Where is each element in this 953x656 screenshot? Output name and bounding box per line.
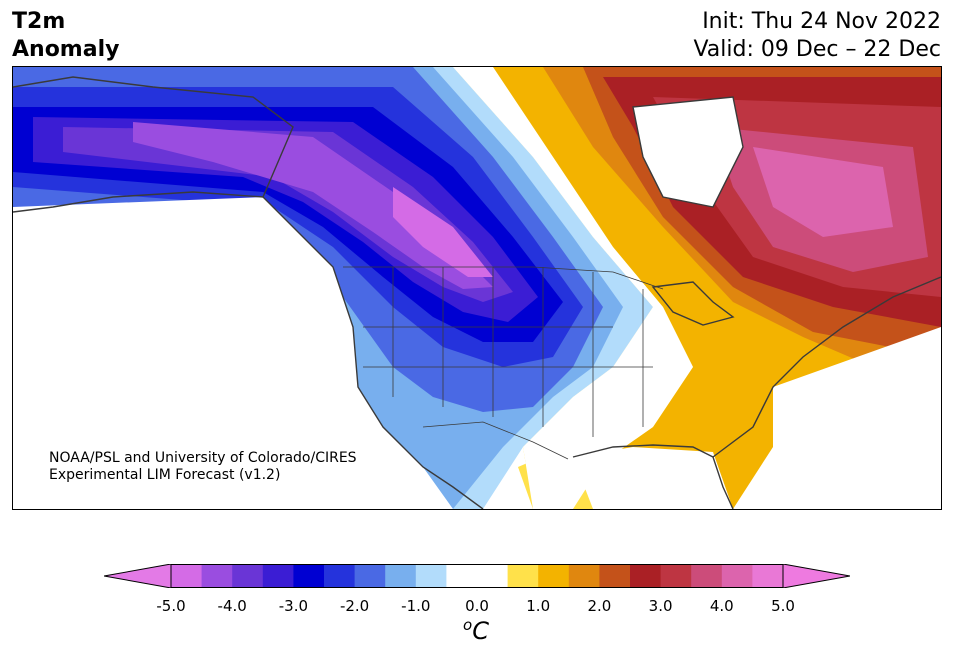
colorbar-segment (721, 564, 753, 588)
colorbar-segment (293, 564, 325, 588)
colorbar-segment (262, 564, 294, 588)
colorbar-segment (385, 564, 417, 588)
borders (343, 266, 664, 460)
colorbar-segment (660, 564, 692, 588)
map-canvas (13, 67, 941, 509)
colorbar-underflow (104, 564, 172, 588)
anomaly-shading (13, 67, 941, 509)
state-lines (363, 267, 653, 437)
cold-band-6 (33, 117, 538, 322)
anomaly-map (12, 66, 942, 510)
map-title-line1: T2m (12, 9, 66, 34)
colorbar-segment (201, 564, 233, 588)
east-coast-outline (712, 276, 941, 458)
gulf-coast-outline (572, 444, 734, 509)
colorbar-tick-label: 1.0 (526, 597, 551, 615)
colorbar-segment (171, 564, 203, 588)
colorbar-tick-label: 5.0 (771, 597, 795, 615)
credit-line1: NOAA/PSL and University of Colorado/CIRE… (49, 450, 357, 466)
neutral-band (453, 67, 693, 509)
cold-band-8 (133, 122, 493, 289)
colorbar-tick-label: -3.0 (278, 597, 309, 615)
colorbar-tick-label: -1.0 (401, 597, 431, 615)
colorbar-segment (354, 564, 386, 588)
colorbar-tick-label: 2.0 (587, 597, 612, 615)
colorbar-segment (232, 564, 264, 588)
cold-band-9 (393, 187, 493, 277)
colorbar-segment (599, 564, 631, 588)
forecast-dates: Init: Thu 24 Nov 2022 Valid: 09 Dec – 22… (693, 8, 941, 64)
colorbar-unit: oC (463, 616, 489, 645)
data-credit: NOAA/PSL and University of Colorado/CIRE… (49, 450, 357, 484)
colorbar (104, 564, 850, 588)
valid-date: Valid: 09 Dec – 22 Dec (693, 37, 941, 62)
colorbar-segment (568, 564, 600, 588)
pacific-ocean (13, 197, 453, 509)
coastlines (13, 76, 941, 509)
map-title-line2: Anomaly (12, 37, 120, 62)
colorbar-tick-label: -4.0 (217, 597, 247, 615)
colorbar-frame (170, 564, 784, 588)
colorbar-segment (507, 564, 539, 588)
colorbar-segment (446, 564, 478, 588)
hudson-bay (633, 97, 743, 207)
unit-superscript: o (463, 616, 473, 634)
gulf-of-mexico (573, 447, 733, 509)
colorbar-segment (630, 564, 662, 588)
colorbar-tick-label: 4.0 (709, 597, 734, 615)
alaska-outline (13, 76, 294, 213)
unit-base: C (472, 617, 489, 645)
west-coast-outline (262, 196, 484, 509)
us-mexico-border (422, 421, 569, 460)
init-date: Init: Thu 24 Nov 2022 (702, 9, 941, 34)
map-title: T2m Anomaly (12, 8, 119, 64)
colorbar-segment (752, 564, 784, 588)
colorbar-tick-label: 0.0 (465, 597, 489, 615)
colorbar-tick-label: -2.0 (339, 597, 370, 615)
hudson-bay-outline (632, 96, 744, 208)
colorbar-segment (691, 564, 723, 588)
us-canada-border (343, 266, 664, 290)
great-lakes-outline (651, 281, 735, 326)
colorbar-tick-label: 3.0 (648, 597, 673, 615)
atlantic-ocean (733, 327, 941, 509)
colorbar-segment (324, 564, 356, 588)
colorbar-segment (538, 564, 570, 588)
warm-band-8 (753, 147, 893, 237)
credit-line2: Experimental LIM Forecast (v1.2) (49, 467, 281, 483)
cold-band-7 (63, 127, 513, 302)
colorbar-tick-label: -5.0 (156, 597, 186, 615)
colorbar-segment (415, 564, 447, 588)
colorbar-segment (477, 564, 509, 588)
colorbar-overflow (782, 564, 850, 588)
